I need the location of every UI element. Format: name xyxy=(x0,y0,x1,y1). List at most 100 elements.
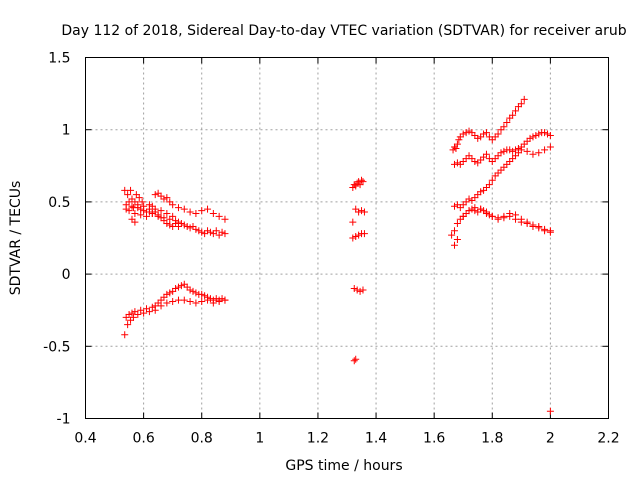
data-point xyxy=(180,205,188,213)
plot-frame xyxy=(85,57,609,419)
data-point xyxy=(356,287,364,295)
x-tick-label: 0.6 xyxy=(132,431,154,447)
x-tick-label: 0.4 xyxy=(74,431,96,447)
y-tick-label: 0.5 xyxy=(48,195,70,211)
data-point xyxy=(350,357,358,365)
data-point xyxy=(456,204,464,212)
x-tick-label: 0.8 xyxy=(191,431,213,447)
data-point xyxy=(192,225,200,233)
series-0 xyxy=(121,186,229,239)
data-point xyxy=(151,306,159,314)
data-point xyxy=(145,308,153,316)
data-point xyxy=(482,150,490,158)
data-point xyxy=(455,136,463,144)
data-point xyxy=(131,209,139,217)
data-point xyxy=(352,182,360,190)
data-point xyxy=(169,201,177,209)
data-point xyxy=(477,133,485,141)
data-point xyxy=(459,130,467,138)
data-point xyxy=(352,205,360,213)
data-point xyxy=(209,209,217,217)
data-point xyxy=(143,212,151,220)
data-point xyxy=(453,220,461,228)
data-point xyxy=(541,146,549,154)
data-point xyxy=(138,198,146,206)
data-point xyxy=(506,212,514,220)
data-point xyxy=(465,195,473,203)
data-point xyxy=(546,407,554,415)
data-point xyxy=(221,296,229,304)
series-1 xyxy=(121,280,229,339)
data-point xyxy=(166,198,174,206)
data-point xyxy=(198,228,206,236)
data-point xyxy=(451,202,459,210)
data-point xyxy=(500,214,508,222)
data-point xyxy=(485,181,493,189)
data-point xyxy=(358,207,366,215)
data-point xyxy=(163,194,171,202)
data-point xyxy=(459,201,467,209)
data-point xyxy=(517,100,525,108)
data-point xyxy=(209,299,217,307)
data-point xyxy=(482,183,490,191)
data-point xyxy=(471,204,479,212)
x-tick-label: 1.2 xyxy=(307,431,329,447)
data-point xyxy=(125,311,133,319)
data-point xyxy=(509,147,517,155)
data-point xyxy=(529,222,537,230)
data-point xyxy=(488,176,496,184)
data-point xyxy=(514,149,522,157)
data-point xyxy=(154,299,162,307)
series-2 xyxy=(349,176,368,365)
data-point xyxy=(523,147,531,155)
data-point xyxy=(160,217,168,225)
data-point xyxy=(471,131,479,139)
data-point xyxy=(497,166,505,174)
data-point xyxy=(349,234,357,242)
data-point xyxy=(506,114,514,122)
data-point xyxy=(140,207,148,215)
x-tick-label: 2.2 xyxy=(597,431,619,447)
data-point xyxy=(166,221,174,229)
data-point xyxy=(128,195,136,203)
data-point xyxy=(137,306,145,314)
data-point xyxy=(465,127,473,135)
data-point xyxy=(506,157,514,165)
data-point xyxy=(465,152,473,160)
data-point xyxy=(148,303,156,311)
data-point xyxy=(128,202,136,210)
data-point xyxy=(157,192,165,200)
data-point xyxy=(480,207,488,215)
data-point xyxy=(512,152,520,160)
data-point xyxy=(526,134,534,142)
data-point xyxy=(128,215,136,223)
data-point xyxy=(169,212,177,220)
data-point xyxy=(169,298,177,306)
data-point xyxy=(131,198,139,206)
data-point xyxy=(127,186,135,194)
data-point xyxy=(488,136,496,144)
data-point xyxy=(201,230,209,238)
data-point xyxy=(174,204,182,212)
data-point xyxy=(462,209,470,217)
data-point xyxy=(121,331,129,339)
data-point xyxy=(132,191,140,199)
data-point xyxy=(352,233,360,241)
y-tick-label: 1.5 xyxy=(48,51,70,67)
data-point xyxy=(474,191,482,199)
data-point xyxy=(163,209,171,217)
data-point xyxy=(541,129,549,137)
data-point xyxy=(160,195,168,203)
data-point xyxy=(535,149,543,157)
data-point xyxy=(145,205,153,213)
data-point xyxy=(358,176,366,184)
data-point xyxy=(451,227,459,235)
x-tick-label: 1 xyxy=(255,431,264,447)
data-point xyxy=(174,222,182,230)
x-tick-label: 1.6 xyxy=(423,431,445,447)
data-point xyxy=(482,208,490,216)
data-point xyxy=(497,149,505,157)
data-point xyxy=(474,159,482,167)
data-point xyxy=(166,289,174,297)
data-point xyxy=(517,218,525,226)
